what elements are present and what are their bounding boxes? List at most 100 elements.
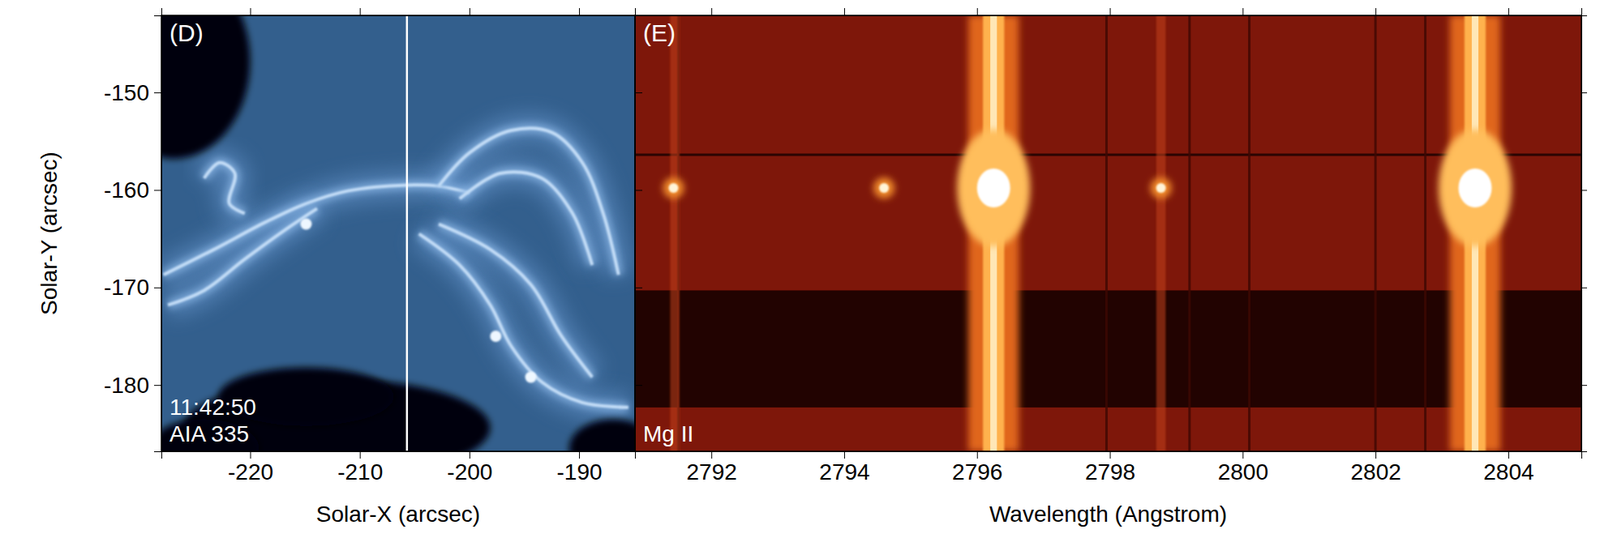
axis-line: [154, 16, 163, 453]
dark-region: [569, 419, 635, 452]
tick: [1375, 8, 1377, 16]
absorption-line: [1188, 15, 1191, 452]
tick: [360, 8, 361, 16]
absorption-line: [1248, 15, 1251, 452]
absorption-line: [1105, 15, 1108, 452]
tick: -190: [557, 451, 603, 485]
tick: -220: [227, 451, 274, 485]
tick-mark: [844, 8, 846, 16]
tick-label: 2800: [1218, 459, 1269, 485]
loop: [167, 208, 318, 305]
tick-mark: [154, 92, 162, 94]
loop-halo: [438, 128, 619, 275]
tick-label: -160: [103, 177, 150, 203]
flare-spot-halo: [873, 177, 895, 199]
tick: [1581, 287, 1588, 289]
tick-label: 2792: [686, 459, 738, 485]
tick-label: 2794: [819, 459, 870, 485]
tick-label: -190: [557, 459, 603, 485]
bright-knot: [525, 372, 537, 384]
tick: [1581, 92, 1588, 94]
tick-mark: [634, 92, 643, 94]
faint-line: [1156, 15, 1166, 452]
tick-mark: [1581, 92, 1588, 94]
loop-halo: [419, 234, 629, 408]
tick-mark: [634, 189, 643, 191]
tick-mark: [250, 8, 252, 16]
annotation: 11:42:50: [169, 394, 257, 421]
tick-mark: [1375, 451, 1377, 459]
tick-label: -170: [103, 274, 150, 301]
tick: [1581, 189, 1588, 191]
tick-mark: [977, 451, 979, 459]
tick-mark: [711, 451, 713, 459]
flare-spot-halo: [1150, 177, 1172, 199]
loop-halo: [438, 224, 592, 378]
dark-row: [634, 154, 1582, 157]
axis-line: [162, 8, 636, 17]
tick-label: -180: [103, 373, 150, 399]
tick-mark: [360, 451, 361, 459]
panel-label: (E): [643, 19, 676, 47]
tick: [634, 287, 643, 289]
tick: [844, 8, 846, 16]
tick: -160: [103, 177, 162, 203]
figure: -220-210-200-190-180-170-160-150Solar-X …: [0, 0, 1600, 538]
y-axis-title: Solar-Y (arcsec): [36, 151, 62, 316]
tick-mark: [1242, 451, 1244, 459]
tick: [579, 8, 580, 16]
tick-mark: [579, 8, 580, 16]
plot-area: [634, 15, 1582, 452]
tick: 2798: [1085, 451, 1136, 485]
loop: [204, 163, 245, 215]
loop: [419, 234, 629, 408]
tick-mark: [1581, 287, 1588, 289]
tick: -150: [103, 80, 162, 106]
tick-mark: [154, 189, 162, 191]
tick-mark: [1581, 385, 1588, 387]
slit: [406, 15, 409, 452]
tick: 2802: [1350, 451, 1401, 485]
tick-mark: [154, 385, 162, 387]
tick: [250, 8, 252, 16]
tick-label: 2804: [1483, 459, 1534, 485]
y-axis-right: [1581, 16, 1588, 453]
tick-label: 2796: [952, 459, 1003, 485]
tick: [469, 8, 471, 16]
tick-mark: [1581, 189, 1588, 191]
tick: -200: [446, 451, 493, 485]
tick-mark: [469, 8, 471, 16]
x-axis-title: Solar-X (arcsec): [316, 501, 481, 528]
flare-row: [634, 186, 1582, 191]
tick-mark: [1242, 8, 1244, 16]
dark-region: [161, 15, 250, 159]
tick-label: -220: [227, 459, 274, 485]
image-background: [634, 15, 1582, 452]
bright-knot: [300, 218, 312, 231]
loop: [459, 171, 593, 266]
tick: [1581, 385, 1588, 387]
flare-core: [1458, 168, 1492, 208]
loop-halo: [167, 208, 318, 305]
dark-region: [161, 419, 259, 452]
tick-mark: [360, 8, 361, 16]
tick: 2804: [1483, 451, 1534, 485]
tick-mark: [634, 287, 643, 289]
tick-mark: [579, 451, 580, 459]
plot-frame: [634, 15, 1582, 452]
tick: [634, 92, 643, 94]
tick-label: 2798: [1085, 459, 1136, 485]
tick: [1242, 8, 1244, 16]
flare-spot: [879, 183, 889, 194]
tick-label: -150: [103, 80, 150, 106]
tick-mark: [1110, 8, 1111, 16]
bright-knot: [489, 330, 502, 343]
tick: [634, 189, 643, 191]
tick: [977, 8, 979, 16]
tick-label: 2802: [1350, 459, 1401, 485]
x-axis-top: [635, 8, 1583, 17]
tick-mark: [634, 385, 643, 387]
tick-mark: [1508, 451, 1510, 459]
tick: 2800: [1218, 451, 1269, 485]
loop: [438, 224, 592, 378]
